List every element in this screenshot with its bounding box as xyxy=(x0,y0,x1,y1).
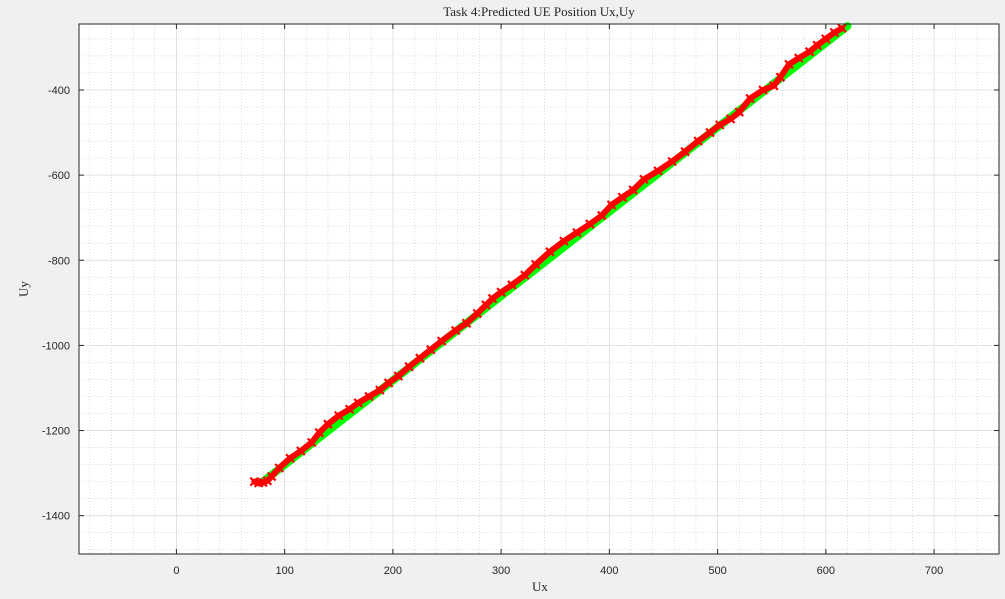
predicted-point xyxy=(461,318,472,329)
predicted-point xyxy=(596,210,607,221)
x-tick-label: 0 xyxy=(173,565,179,577)
predicted-point xyxy=(472,308,483,319)
predicted-point xyxy=(496,287,506,297)
x-axis-ticks: 0 100 200 300 400 500 600 700 xyxy=(173,24,943,577)
y-axis-ticks: -1400 -1200 -1000 -800 -600 -400 xyxy=(42,85,999,523)
predicted-point xyxy=(375,385,385,395)
predicted-point xyxy=(296,446,306,456)
predicted-point xyxy=(714,120,725,130)
predicted-point xyxy=(639,174,649,185)
predicted-point xyxy=(617,192,628,203)
predicted-point xyxy=(314,427,325,438)
predicted-point xyxy=(353,398,364,408)
predicted-point xyxy=(829,27,840,38)
predicted-point xyxy=(487,293,498,304)
predicted-point xyxy=(745,93,755,104)
predicted-point xyxy=(306,437,317,448)
predicted-point xyxy=(653,166,663,176)
y-tick-label: -1000 xyxy=(42,340,70,352)
x-axis-label: Ux xyxy=(532,579,548,594)
predicted-point xyxy=(415,353,425,363)
predicted-point xyxy=(793,53,804,63)
predicted-point xyxy=(344,404,355,415)
predicted-point xyxy=(784,59,794,70)
predicted-point xyxy=(333,410,344,421)
predicted-point xyxy=(837,23,847,34)
x-tick-label: 400 xyxy=(600,565,618,577)
predicted-point xyxy=(628,185,638,195)
predicted-point xyxy=(266,471,277,482)
predicted-point xyxy=(667,156,677,167)
x-tick-label: 300 xyxy=(492,565,510,577)
x-tick-label: 700 xyxy=(925,565,943,577)
x-tick-label: 500 xyxy=(708,565,726,577)
predicted-point xyxy=(769,80,779,91)
predicted-point xyxy=(436,336,447,346)
predicted-point xyxy=(404,361,414,372)
predicted-point xyxy=(559,236,569,246)
predicted-point xyxy=(585,219,595,229)
predicted-point xyxy=(804,46,815,57)
predicted-point xyxy=(758,85,768,95)
plot-frame xyxy=(78,23,1000,555)
chart-title: Task 4:Predicted UE Position Ux,Uy xyxy=(443,4,635,19)
predicted-point xyxy=(734,107,745,117)
y-tick-label: -1400 xyxy=(42,511,70,523)
plot-area xyxy=(79,24,999,554)
major-grid xyxy=(79,24,999,554)
predicted-point xyxy=(530,259,541,270)
predicted-point xyxy=(705,127,715,138)
predicted-point xyxy=(274,463,285,473)
y-tick-label: -1200 xyxy=(42,426,70,438)
predicted-point xyxy=(323,419,333,429)
predicted-point xyxy=(450,325,461,336)
predicted-point xyxy=(572,227,582,238)
predicted-point xyxy=(545,246,555,257)
x-tick-label: 100 xyxy=(275,565,293,577)
x-tick-label: 200 xyxy=(384,565,402,577)
predicted-point xyxy=(364,391,374,402)
y-tick-label: -800 xyxy=(48,255,70,267)
predicted-point xyxy=(725,114,736,124)
y-tick-label: -600 xyxy=(48,170,70,182)
series-layer xyxy=(249,22,852,488)
y-tick-label: -400 xyxy=(48,85,70,97)
predicted-point xyxy=(821,34,831,44)
predicted-point xyxy=(775,72,786,82)
predicted-point xyxy=(425,344,436,355)
x-tick-label: 600 xyxy=(817,565,835,577)
predicted-point xyxy=(383,378,394,388)
predicted-point xyxy=(812,40,822,51)
predicted-point xyxy=(393,371,404,381)
predicted-point xyxy=(520,270,530,280)
predicted-point xyxy=(285,453,295,463)
predicted-point xyxy=(606,200,617,210)
y-axis-label: Uy xyxy=(16,281,31,297)
predicted-point xyxy=(693,136,703,146)
predicted-point xyxy=(507,280,517,290)
predicted-point xyxy=(680,146,690,157)
